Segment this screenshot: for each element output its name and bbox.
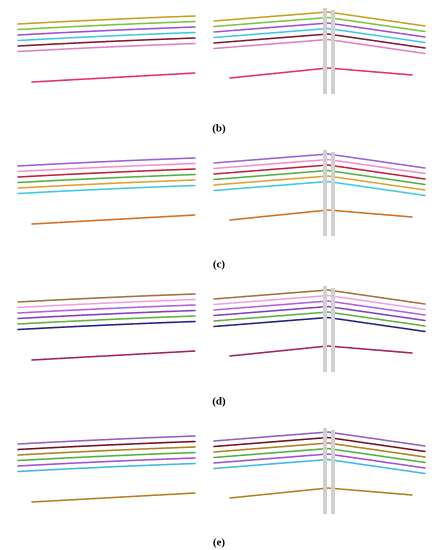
wire [17, 31, 196, 42]
wire [213, 22, 426, 38]
wire [17, 320, 196, 331]
wire [17, 446, 196, 456]
wire [17, 184, 196, 195]
wire [213, 442, 426, 458]
pole [331, 430, 335, 514]
pole [331, 288, 335, 372]
wire [213, 153, 426, 169]
wire [213, 305, 426, 322]
pole [323, 286, 327, 372]
wire [213, 294, 426, 311]
wire [213, 11, 426, 27]
wire [17, 293, 196, 303]
wire [17, 462, 196, 473]
wire [213, 27, 426, 44]
panel: (c) [17, 150, 426, 271]
wire [213, 158, 426, 175]
panel-label: (e) [213, 537, 226, 549]
wire [213, 33, 426, 49]
pole [323, 8, 327, 94]
wire [213, 316, 426, 333]
wire [17, 309, 196, 320]
panel-label: (d) [212, 396, 226, 408]
wire [17, 304, 196, 314]
wire [213, 436, 426, 453]
wire [213, 447, 426, 464]
wire [229, 345, 413, 357]
wire [17, 168, 196, 178]
wire [213, 164, 426, 180]
wire [213, 16, 426, 33]
panel-label: (c) [213, 259, 226, 271]
wire [213, 300, 426, 316]
panel: (b) [17, 8, 426, 135]
wire [17, 26, 196, 36]
wire [213, 169, 426, 186]
wire [229, 67, 413, 79]
wire [213, 453, 426, 469]
wire [17, 37, 196, 47]
wire [213, 458, 426, 475]
wire [17, 440, 196, 451]
wire [17, 42, 196, 53]
wire [17, 157, 196, 167]
pole [323, 150, 327, 236]
panel: (d) [17, 286, 426, 408]
pole [323, 428, 327, 514]
wire [17, 315, 196, 325]
wire [17, 298, 196, 309]
wire [17, 20, 196, 31]
wire [31, 214, 196, 225]
pole [331, 10, 335, 94]
panel: (e) [17, 428, 426, 549]
wire [213, 38, 426, 55]
pole [331, 152, 335, 236]
wire [17, 162, 196, 173]
wire [229, 209, 413, 221]
wire [31, 72, 196, 83]
wire [31, 350, 196, 361]
wire [213, 311, 426, 327]
wire [213, 431, 426, 447]
wire [17, 451, 196, 462]
panel-label: (b) [212, 123, 226, 135]
wire [17, 15, 196, 25]
wire [213, 175, 426, 191]
wire [229, 487, 413, 499]
wire [17, 457, 196, 467]
wire [31, 492, 196, 503]
wire [17, 435, 196, 445]
wire [213, 289, 426, 305]
wire [213, 180, 426, 197]
wire [17, 179, 196, 189]
wire [17, 173, 196, 184]
